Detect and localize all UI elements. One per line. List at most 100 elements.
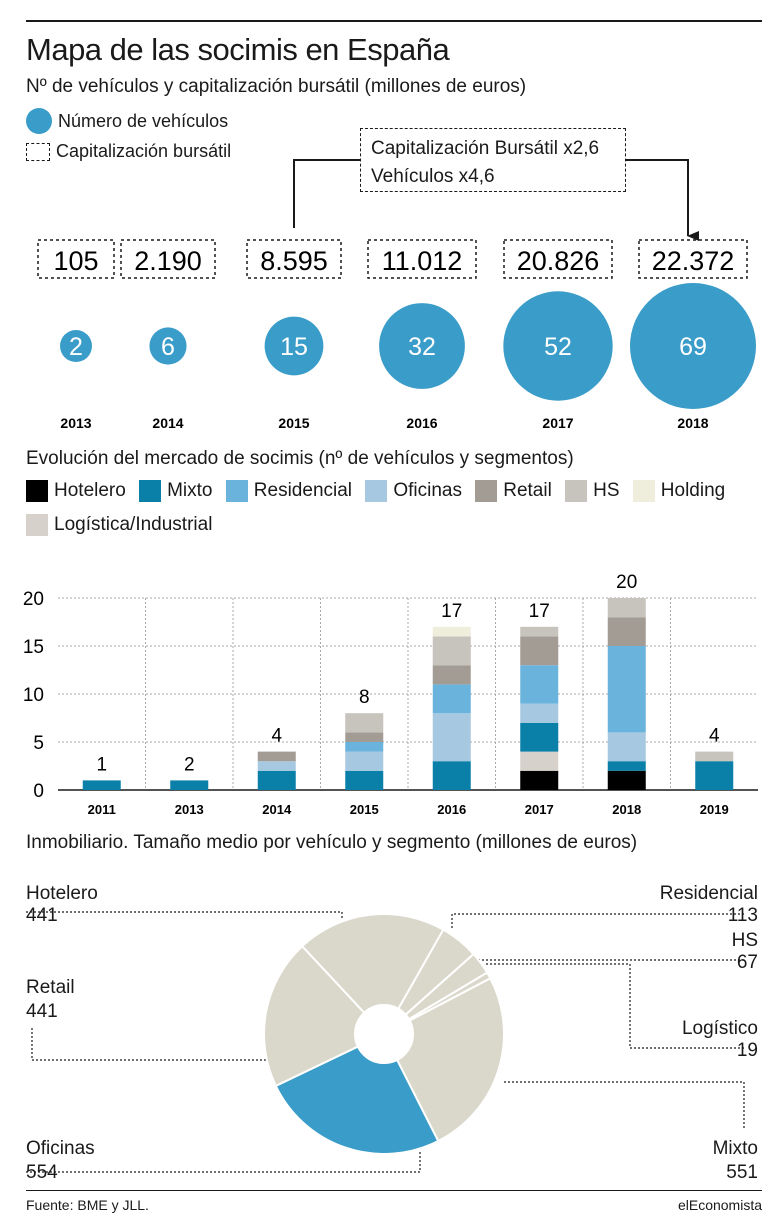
legend-label-hotelero: Hotelero	[54, 480, 126, 501]
legend-item-oficinas: Oficinas	[365, 480, 462, 502]
x-tick-2013: 2013	[175, 802, 204, 817]
pie-label-hotelero: Hotelero	[26, 883, 98, 904]
legend-item-retail: Retail	[475, 480, 552, 502]
bubble-value-2015: 15	[280, 333, 308, 361]
legend-label-holding: Holding	[660, 480, 726, 501]
bar-2017-retail	[520, 636, 559, 666]
swatch-hs	[565, 480, 588, 502]
bubble-year-2015: 2015	[278, 415, 309, 431]
bubble-2015	[264, 316, 324, 376]
y-tick-0: 0	[33, 781, 44, 802]
pie-label-residencial: Residencial	[660, 883, 758, 904]
pie-value-logistico: 19	[737, 1040, 758, 1061]
swatch-residencial	[225, 480, 248, 502]
page-title: Mapa de las socimis en España	[26, 32, 450, 67]
pie-value-mixto: 551	[726, 1162, 758, 1183]
cap-box-2018	[638, 239, 748, 279]
cap-value-2016: 11.012	[382, 246, 463, 276]
bubble-value-2016: 32	[408, 333, 436, 361]
legend-label-hs: HS	[593, 480, 620, 501]
bar-total-2014: 4	[271, 726, 282, 747]
bar-2017-hs	[520, 626, 559, 637]
legend-vehicles-label: Número de vehículos	[58, 110, 229, 131]
note-connector-left	[293, 159, 360, 228]
pie-value-retail: 441	[26, 1001, 58, 1022]
bar-total-2018: 20	[616, 572, 637, 593]
x-tick-2018: 2018	[612, 802, 641, 817]
cap-value-2014: 2.190	[134, 246, 202, 276]
bar-2016-oficinas	[432, 713, 471, 762]
bar-2011-mixto	[82, 780, 121, 790]
pie-value-hs: 67	[737, 952, 758, 973]
bubble-2018	[630, 283, 756, 409]
pie-chart: Hotelero 441 Residencial 113 HS 67 Logís…	[26, 883, 758, 1183]
bar-2018-mixto	[607, 761, 646, 771]
legend-label-logistica: Logística/Industrial	[54, 514, 213, 535]
y-tick-5: 5	[33, 733, 44, 754]
pie-label-logistico: Logístico	[682, 1018, 758, 1039]
legend-item-logistica: Logística/Industrial	[26, 514, 212, 536]
pie-slice-hotelero	[300, 913, 445, 1036]
cap-box-2013	[37, 239, 115, 279]
x-tick-2014: 2014	[262, 802, 292, 817]
bubble-value-2014: 6	[161, 333, 175, 361]
pie-value-residencial: 113	[728, 905, 758, 926]
leader-residencial	[451, 913, 744, 930]
bar-2018-oficinas	[607, 732, 646, 762]
y-tick-20: 20	[23, 589, 44, 610]
x-tick-2016: 2016	[437, 802, 466, 817]
bar-2019-mixto	[695, 761, 734, 790]
pie-slice-mixto	[382, 977, 505, 1143]
bar-2015-residencial	[345, 742, 384, 752]
swatch-hotelero	[26, 480, 48, 502]
bubble-2016	[379, 303, 465, 389]
bar-2018-residencial	[607, 646, 646, 733]
bar-total-2016: 17	[441, 601, 462, 622]
legend-capitalization: Capitalización bursátil	[26, 141, 231, 162]
bar-2018-hs	[607, 598, 646, 618]
bubble-year-2013: 2013	[60, 415, 91, 431]
bar-2015-hs	[345, 713, 384, 733]
bar-2018-retail	[607, 617, 646, 646]
pie-value-oficinas: 554	[26, 1162, 58, 1183]
source-note: Fuente: BME y JLL.	[26, 1197, 149, 1213]
cap-value-2017: 20.826	[517, 246, 600, 276]
growth-note: Capitalización Bursátil x2,6 Vehículos x…	[360, 128, 626, 192]
growth-note-line2: Vehículos x4,6	[371, 166, 495, 187]
legend-vehicles: Número de vehículos	[26, 108, 228, 134]
leader-hotelero	[26, 911, 343, 920]
legend-item-holding: Holding	[632, 480, 726, 502]
bar-total-2019: 4	[709, 726, 720, 747]
note-connector-right	[626, 159, 699, 241]
swatch-holding	[632, 480, 655, 502]
x-tick-2011: 2011	[88, 802, 116, 817]
leader-logistico	[485, 963, 744, 1049]
bar-2017-hotelero	[520, 770, 559, 790]
bar-2015-oficinas	[345, 751, 384, 771]
swatch-retail	[475, 480, 498, 502]
bubble-year-2017: 2017	[542, 415, 573, 431]
swatch-logistica	[26, 514, 48, 536]
bubble-year-2016: 2016	[406, 415, 437, 431]
legend-label-retail: Retail	[503, 480, 552, 501]
bar-2016-mixto	[432, 761, 471, 790]
bar-2017-mixto	[520, 722, 559, 752]
bar-2018-hotelero	[607, 770, 646, 790]
bubble-year-2018: 2018	[677, 415, 708, 431]
growth-note-line1: Capitalización Bursátil x2,6	[371, 138, 600, 159]
legend-label-residencial: Residencial	[253, 480, 353, 501]
bar-2017-logistica	[520, 751, 559, 771]
leader-retail	[31, 1028, 268, 1061]
pie-value-hotelero: 441	[26, 905, 58, 926]
cap-box-2017	[503, 239, 613, 279]
legend-label-oficinas: Oficinas	[393, 480, 462, 501]
pie-hole	[354, 1004, 414, 1064]
pie-label-mixto: Mixto	[713, 1138, 758, 1159]
bubble-value-2017: 52	[544, 333, 572, 361]
x-tick-2019: 2019	[700, 802, 729, 817]
leader-oficinas	[26, 1152, 421, 1173]
bar-2015-mixto	[345, 770, 384, 790]
cap-value-2018: 22.372	[652, 246, 735, 276]
bar-2017-oficinas	[520, 703, 559, 723]
pie-label-hs: HS	[732, 930, 758, 951]
